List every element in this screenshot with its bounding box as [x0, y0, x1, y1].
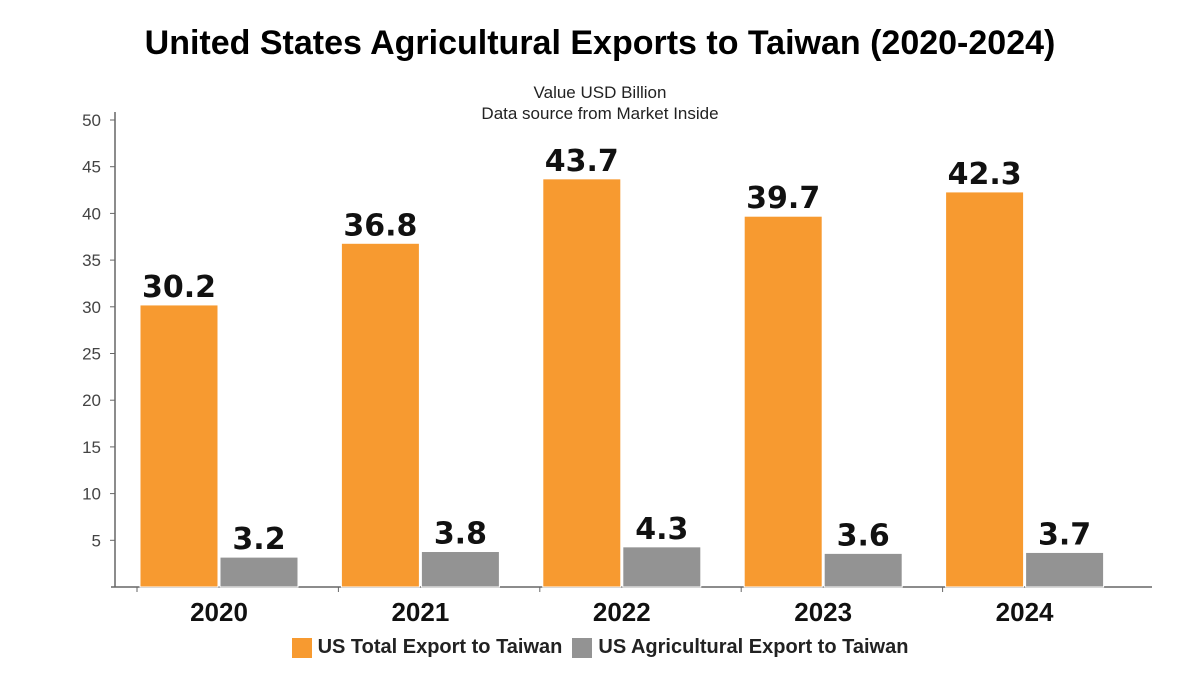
- bar-agricultural: [622, 546, 702, 588]
- data-label: 42.3: [948, 157, 1022, 192]
- y-tick-label: 15: [82, 438, 101, 457]
- chart-title: United States Agricultural Exports to Ta…: [144, 24, 1056, 62]
- subtitle-source: Data source from Market Inside: [481, 104, 719, 123]
- bar-total: [139, 304, 219, 588]
- x-tick-label: 2024: [996, 597, 1054, 627]
- legend-swatch-agricultural: [572, 637, 593, 658]
- legend-label-total: US Total Export to Taiwan: [317, 636, 563, 658]
- subtitle-units: Value USD Billion: [533, 83, 667, 102]
- bar-total: [340, 242, 420, 588]
- x-tick-label: 2021: [391, 597, 449, 627]
- legend-item-total: US Total Export to Taiwan: [291, 636, 563, 659]
- legend-swatch-total: [291, 637, 312, 658]
- y-tick-label: 10: [82, 485, 101, 504]
- bar-agricultural: [823, 552, 903, 588]
- y-tick-label: 45: [82, 158, 101, 177]
- y-tick-label: 5: [92, 531, 101, 550]
- bar-total: [743, 215, 823, 588]
- y-tick-label: 30: [82, 298, 101, 317]
- legend-label-agricultural: US Agricultural Export to Taiwan: [598, 636, 909, 658]
- y-tick-label: 50: [82, 111, 101, 130]
- x-tick-label: 2023: [794, 597, 852, 627]
- x-tick-label: 2020: [190, 597, 248, 627]
- data-label: 3.6: [837, 518, 890, 553]
- data-label: 43.7: [545, 144, 619, 179]
- bar-agricultural: [1025, 551, 1105, 588]
- y-tick-label: 20: [82, 391, 101, 410]
- y-tick-label: 40: [82, 204, 101, 223]
- data-label: 39.7: [746, 181, 820, 216]
- bar-agricultural: [219, 556, 299, 588]
- data-label: 3.7: [1038, 517, 1091, 552]
- bar-agricultural: [420, 551, 500, 588]
- chart-legend: US Total Export to Taiwan US Agricultura…: [0, 636, 1200, 659]
- data-label: 3.2: [232, 522, 285, 557]
- x-tick-label: 2022: [593, 597, 651, 627]
- data-label: 30.2: [142, 270, 216, 305]
- bar-total: [542, 178, 622, 588]
- y-tick-label: 35: [82, 251, 101, 270]
- legend-item-agricultural: US Agricultural Export to Taiwan: [572, 636, 908, 659]
- chart-subtitle: Value USD Billion Data source from Marke…: [0, 82, 1200, 124]
- bar-total: [945, 191, 1025, 588]
- data-label: 36.8: [343, 208, 417, 243]
- data-label: 4.3: [635, 512, 688, 547]
- data-label: 3.8: [434, 517, 487, 552]
- y-tick-label: 25: [82, 345, 101, 364]
